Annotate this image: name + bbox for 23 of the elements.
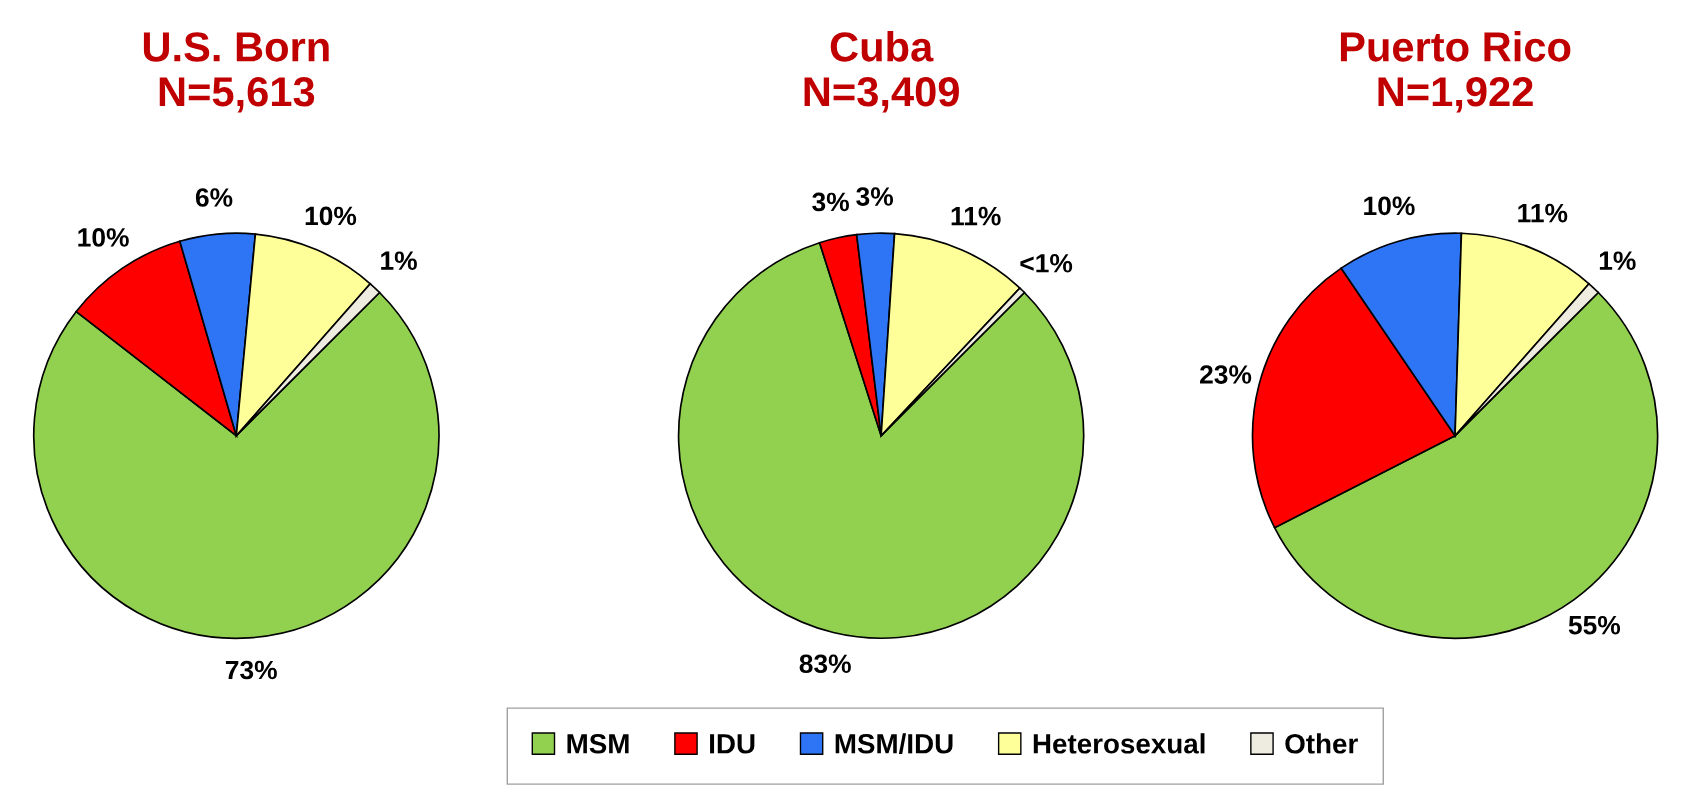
data-label: 1% xyxy=(1599,251,1636,270)
legend-label: MSM xyxy=(567,733,629,754)
data-label: 10% xyxy=(78,228,129,247)
data-label: 3% xyxy=(856,187,894,206)
data-label: 11% xyxy=(1518,203,1568,223)
chart-title: Cuba N=3,409 xyxy=(804,31,959,113)
data-label: 83% xyxy=(799,654,851,674)
data-label: 10% xyxy=(305,206,357,226)
data-label: <1% xyxy=(1020,253,1073,273)
data-label: 3% xyxy=(812,192,849,212)
data-label: 10% xyxy=(1364,196,1415,216)
legend-label: MSM/IDU xyxy=(835,733,953,754)
chart-title: Puerto Rico N=1,922 xyxy=(1340,31,1571,113)
data-label: 11% xyxy=(951,206,1001,226)
legend-label: Other xyxy=(1285,733,1358,754)
data-label: 55% xyxy=(1568,615,1621,635)
data-label: 23% xyxy=(1200,365,1252,384)
legend-label: Heterosexual xyxy=(1033,733,1205,754)
data-label: 73% xyxy=(225,660,277,680)
chart-title: U.S. Born N=5,613 xyxy=(143,32,329,113)
data-label: 6% xyxy=(195,188,233,207)
legend-label: IDU xyxy=(710,734,755,754)
data-label: 1% xyxy=(381,251,417,270)
